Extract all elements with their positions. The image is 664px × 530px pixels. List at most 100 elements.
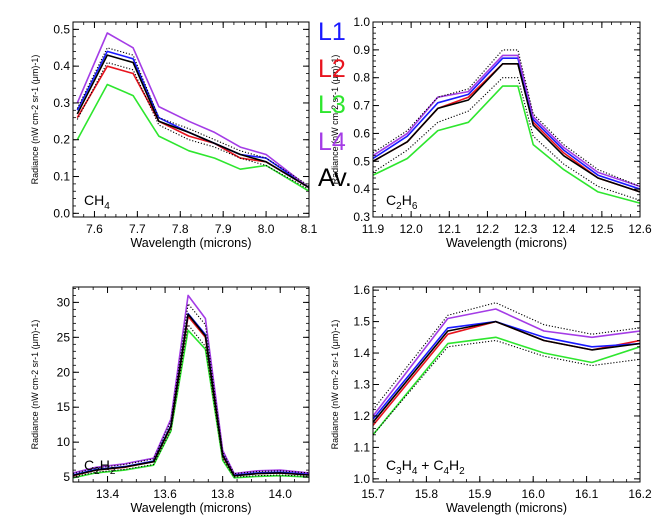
y-tick-label: 0.1 (53, 170, 70, 184)
y-axis-label: Radiance (nW cm-2 sr-1 (μm)-1) (330, 55, 340, 185)
y-tick-label: 1.4 (353, 346, 370, 360)
y-axis-label: Radiance (nW cm-2 sr-1 (μm)-1) (30, 320, 40, 450)
series-line-l2 (73, 315, 309, 477)
series-line-l1 (373, 320, 640, 420)
x-tick-label: 13.8 (211, 487, 235, 501)
legend: L1 L2 L3 L4 Av. (318, 14, 378, 197)
chart-panel-c2h2: 13.4 13.6 13.8 14.0 5 10 15 20 25 30 Wavelength (m… (30, 286, 310, 515)
x-tick-label: 14.0 (269, 487, 293, 501)
series-line-av-1 (76, 61, 309, 190)
legend-item-l3: L3 (318, 91, 346, 119)
y-tick-label: 25 (57, 330, 71, 344)
series-line-l1 (73, 312, 309, 476)
x-axis-label: Wavelength (microns) (130, 501, 251, 515)
y-tick-label: 5 (63, 470, 70, 484)
x-tick-label: 12.0 (399, 222, 423, 236)
y-tick-label: 1.6 (353, 283, 370, 297)
y-tick-label: 0.8 (353, 71, 370, 85)
plot-frame (372, 286, 641, 483)
x-tick-label: 11.9 (362, 222, 385, 236)
x-tick-label: 16.0 (522, 487, 546, 501)
y-tick-label: 0.6 (353, 126, 370, 140)
species-label: CH4 (84, 192, 110, 212)
x-tick-label: 12.6 (628, 222, 652, 236)
species-label: C3H4 + C4H2 (386, 457, 465, 477)
x-tick-label: 15.9 (468, 487, 492, 501)
x-tick-label: 7.8 (172, 222, 189, 236)
x-tick-label: 8.1 (301, 222, 318, 236)
x-axis-label: Wavelength (microns) (446, 501, 567, 515)
series-line-l3 (373, 336, 640, 436)
y-axis-label: Radiance (nW cm-2 sr-1 (μm)-1) (30, 55, 40, 185)
legend-item-av: Av. (318, 164, 352, 192)
series-line-av-1 (73, 303, 309, 475)
chart-panel-c3h4-c4h2: 15.7 15.8 15.9 16.0 16.1 16.2 1.0 1.1 1.2 1.3 1.4 1… (330, 283, 652, 515)
x-tick-label: 7.9 (215, 222, 232, 236)
species-label: C2H6 (386, 192, 418, 212)
x-tick-label: 7.6 (86, 222, 103, 236)
legend-item-l4: L4 (318, 127, 346, 156)
series-line-av-1 (373, 302, 640, 411)
x-tick-label: 8.0 (258, 222, 275, 236)
x-axis-label: Wavelength (microns) (446, 236, 567, 250)
series-line-av-1 (373, 77, 640, 201)
series-line-l4 (73, 294, 309, 475)
series-group (76, 32, 309, 192)
series-line-l3 (73, 329, 309, 479)
y-tick-label: 0.9 (353, 43, 370, 57)
y-tick-label: 1.0 (353, 472, 370, 486)
y-tick-label: 0.0 (53, 206, 70, 220)
series-line-l3 (373, 85, 640, 204)
x-tick-label: 15.8 (415, 487, 439, 501)
x-tick-label: 16.2 (628, 487, 652, 501)
y-tick-label: 20 (57, 365, 71, 379)
chart-panel-ch4: 7.6 7.7 7.8 7.9 8.0 8.1 0.0 0.1 0.2 0.3 0.4 0.5 Wave… (30, 21, 318, 250)
y-tick-label: 0.3 (353, 210, 370, 224)
y-tick-label: 1.0 (353, 15, 370, 29)
y-tick-label: 0.5 (353, 154, 370, 168)
species-label: C2H2 (84, 457, 116, 477)
series-line-l4 (373, 308, 640, 417)
series-line-av (373, 62, 640, 193)
series-line-l2 (76, 65, 309, 189)
y-tick-label: 0.2 (53, 133, 70, 147)
y-tick-label: 1.5 (353, 315, 370, 329)
series-line-l1 (373, 57, 640, 190)
series-line-av-1 (373, 49, 640, 187)
series-line-l4 (76, 32, 309, 189)
x-tick-label: 12.4 (552, 222, 576, 236)
series-line-av-1 (73, 324, 309, 478)
x-tick-label: 15.7 (361, 487, 385, 501)
y-tick-label: 15 (57, 400, 71, 414)
y-tick-label: 1.2 (353, 409, 370, 423)
series-group (373, 302, 640, 436)
x-tick-label: 7.7 (129, 222, 146, 236)
y-tick-label: 0.4 (353, 182, 370, 196)
plot-frame (72, 286, 310, 483)
legend-item-l1: L1 (318, 18, 346, 46)
series-line-av (373, 320, 640, 423)
y-tick-label: 0.5 (53, 22, 70, 36)
x-tick-label: 12.2 (476, 222, 500, 236)
series-line-l4 (373, 54, 640, 188)
x-tick-label: 12.1 (438, 222, 462, 236)
y-tick-label: 0.3 (53, 96, 70, 110)
series-group (373, 49, 640, 204)
x-tick-label: 13.6 (153, 487, 177, 501)
legend-item-l2: L2 (318, 54, 346, 83)
x-tick-label: 16.1 (575, 487, 599, 501)
y-tick-label: 0.7 (353, 99, 370, 113)
x-tick-label: 12.3 (514, 222, 538, 236)
plot-frame (372, 21, 641, 218)
x-tick-label: 12.5 (590, 222, 614, 236)
x-axis-label: Wavelength (microns) (130, 236, 251, 250)
series-line-av (73, 313, 309, 477)
y-tick-label: 1.1 (353, 440, 370, 454)
series-group (73, 294, 309, 479)
series-line-av-1 (373, 339, 640, 436)
chart-panel-c2h6: 11.9 12.0 12.1 12.2 12.3 12.4 12.5 12.6 0.3 0.4 0.… (330, 15, 652, 250)
y-axis-label: Radiance (nW cm-2 sr-1 (μm)-1) (330, 320, 340, 450)
y-tick-label: 10 (57, 435, 71, 449)
y-tick-label: 0.4 (53, 59, 70, 73)
